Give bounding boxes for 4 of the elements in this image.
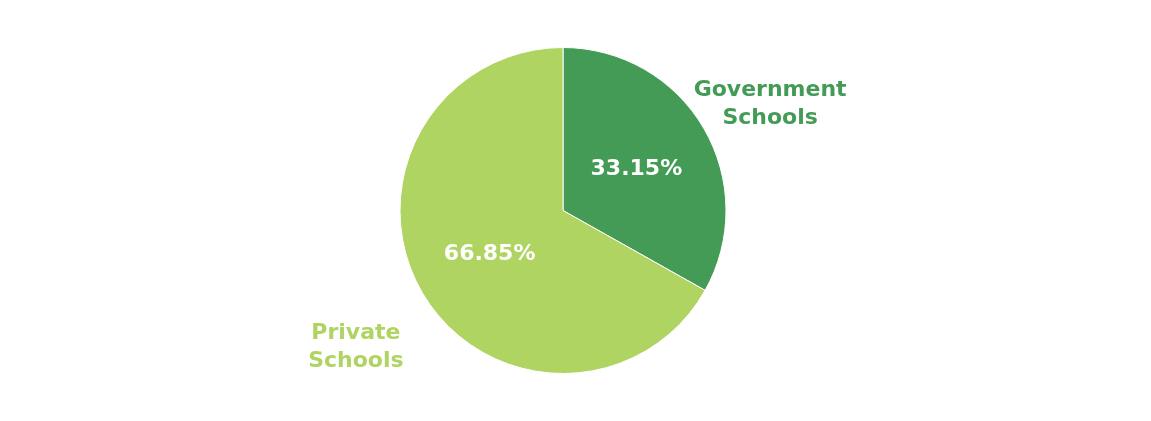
data-label: 33.15% (590, 154, 683, 180)
data-label: 66.85% (443, 240, 536, 266)
slice-label: Government Schools (693, 76, 848, 130)
slice-label: Private Schools (308, 318, 404, 372)
